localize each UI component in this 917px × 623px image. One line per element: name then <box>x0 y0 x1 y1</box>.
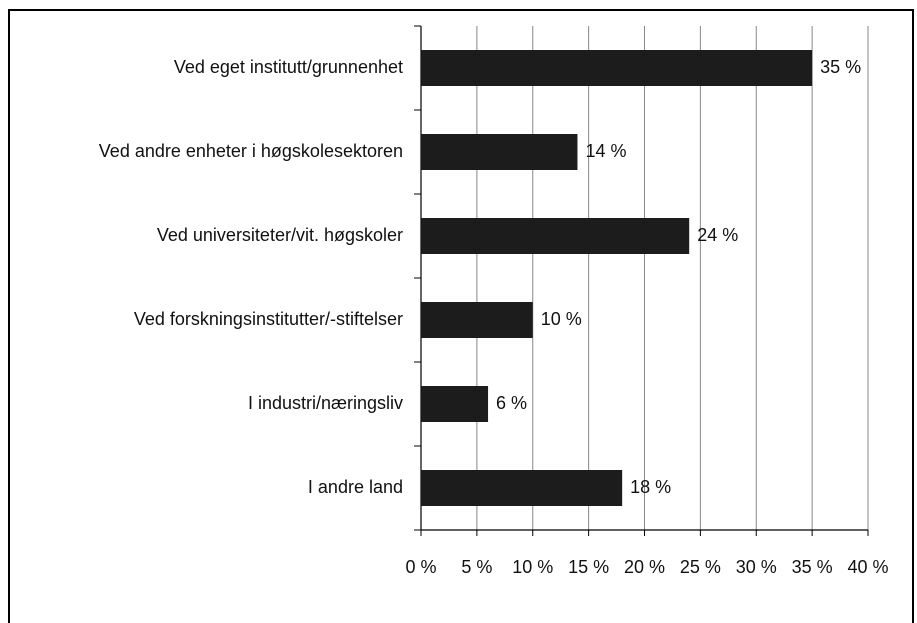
x-tick-label: 40 % <box>847 557 888 577</box>
x-tick-label: 25 % <box>680 557 721 577</box>
y-tick-label: Ved andre enheter i høgskolesektoren <box>99 141 403 161</box>
y-tick-label: Ved eget institutt/grunnenhet <box>174 57 403 77</box>
x-tick-label: 30 % <box>736 557 777 577</box>
bar <box>421 218 690 254</box>
bar <box>421 134 578 170</box>
x-tick-label: 10 % <box>512 557 553 577</box>
value-label: 18 % <box>630 477 671 497</box>
bar <box>421 386 489 422</box>
y-tick-label: Ved universiteter/vit. høgskoler <box>157 225 403 245</box>
value-label: 24 % <box>697 225 738 245</box>
value-label: 6 % <box>496 393 527 413</box>
x-tick-label: 15 % <box>568 557 609 577</box>
value-label: 10 % <box>541 309 582 329</box>
bar <box>421 470 623 506</box>
y-tick-label: I andre land <box>308 477 403 497</box>
x-tick-label: 0 % <box>405 557 436 577</box>
value-label: 14 % <box>585 141 626 161</box>
x-tick-label: 35 % <box>792 557 833 577</box>
bar <box>421 50 813 86</box>
y-tick-label: Ved forskningsinstitutter/-stiftelser <box>134 309 403 329</box>
value-label: 35 % <box>820 57 861 77</box>
x-tick-label: 20 % <box>624 557 665 577</box>
bar <box>421 302 533 338</box>
x-tick-label: 5 % <box>461 557 492 577</box>
y-tick-label: I industri/næringsliv <box>248 393 403 413</box>
